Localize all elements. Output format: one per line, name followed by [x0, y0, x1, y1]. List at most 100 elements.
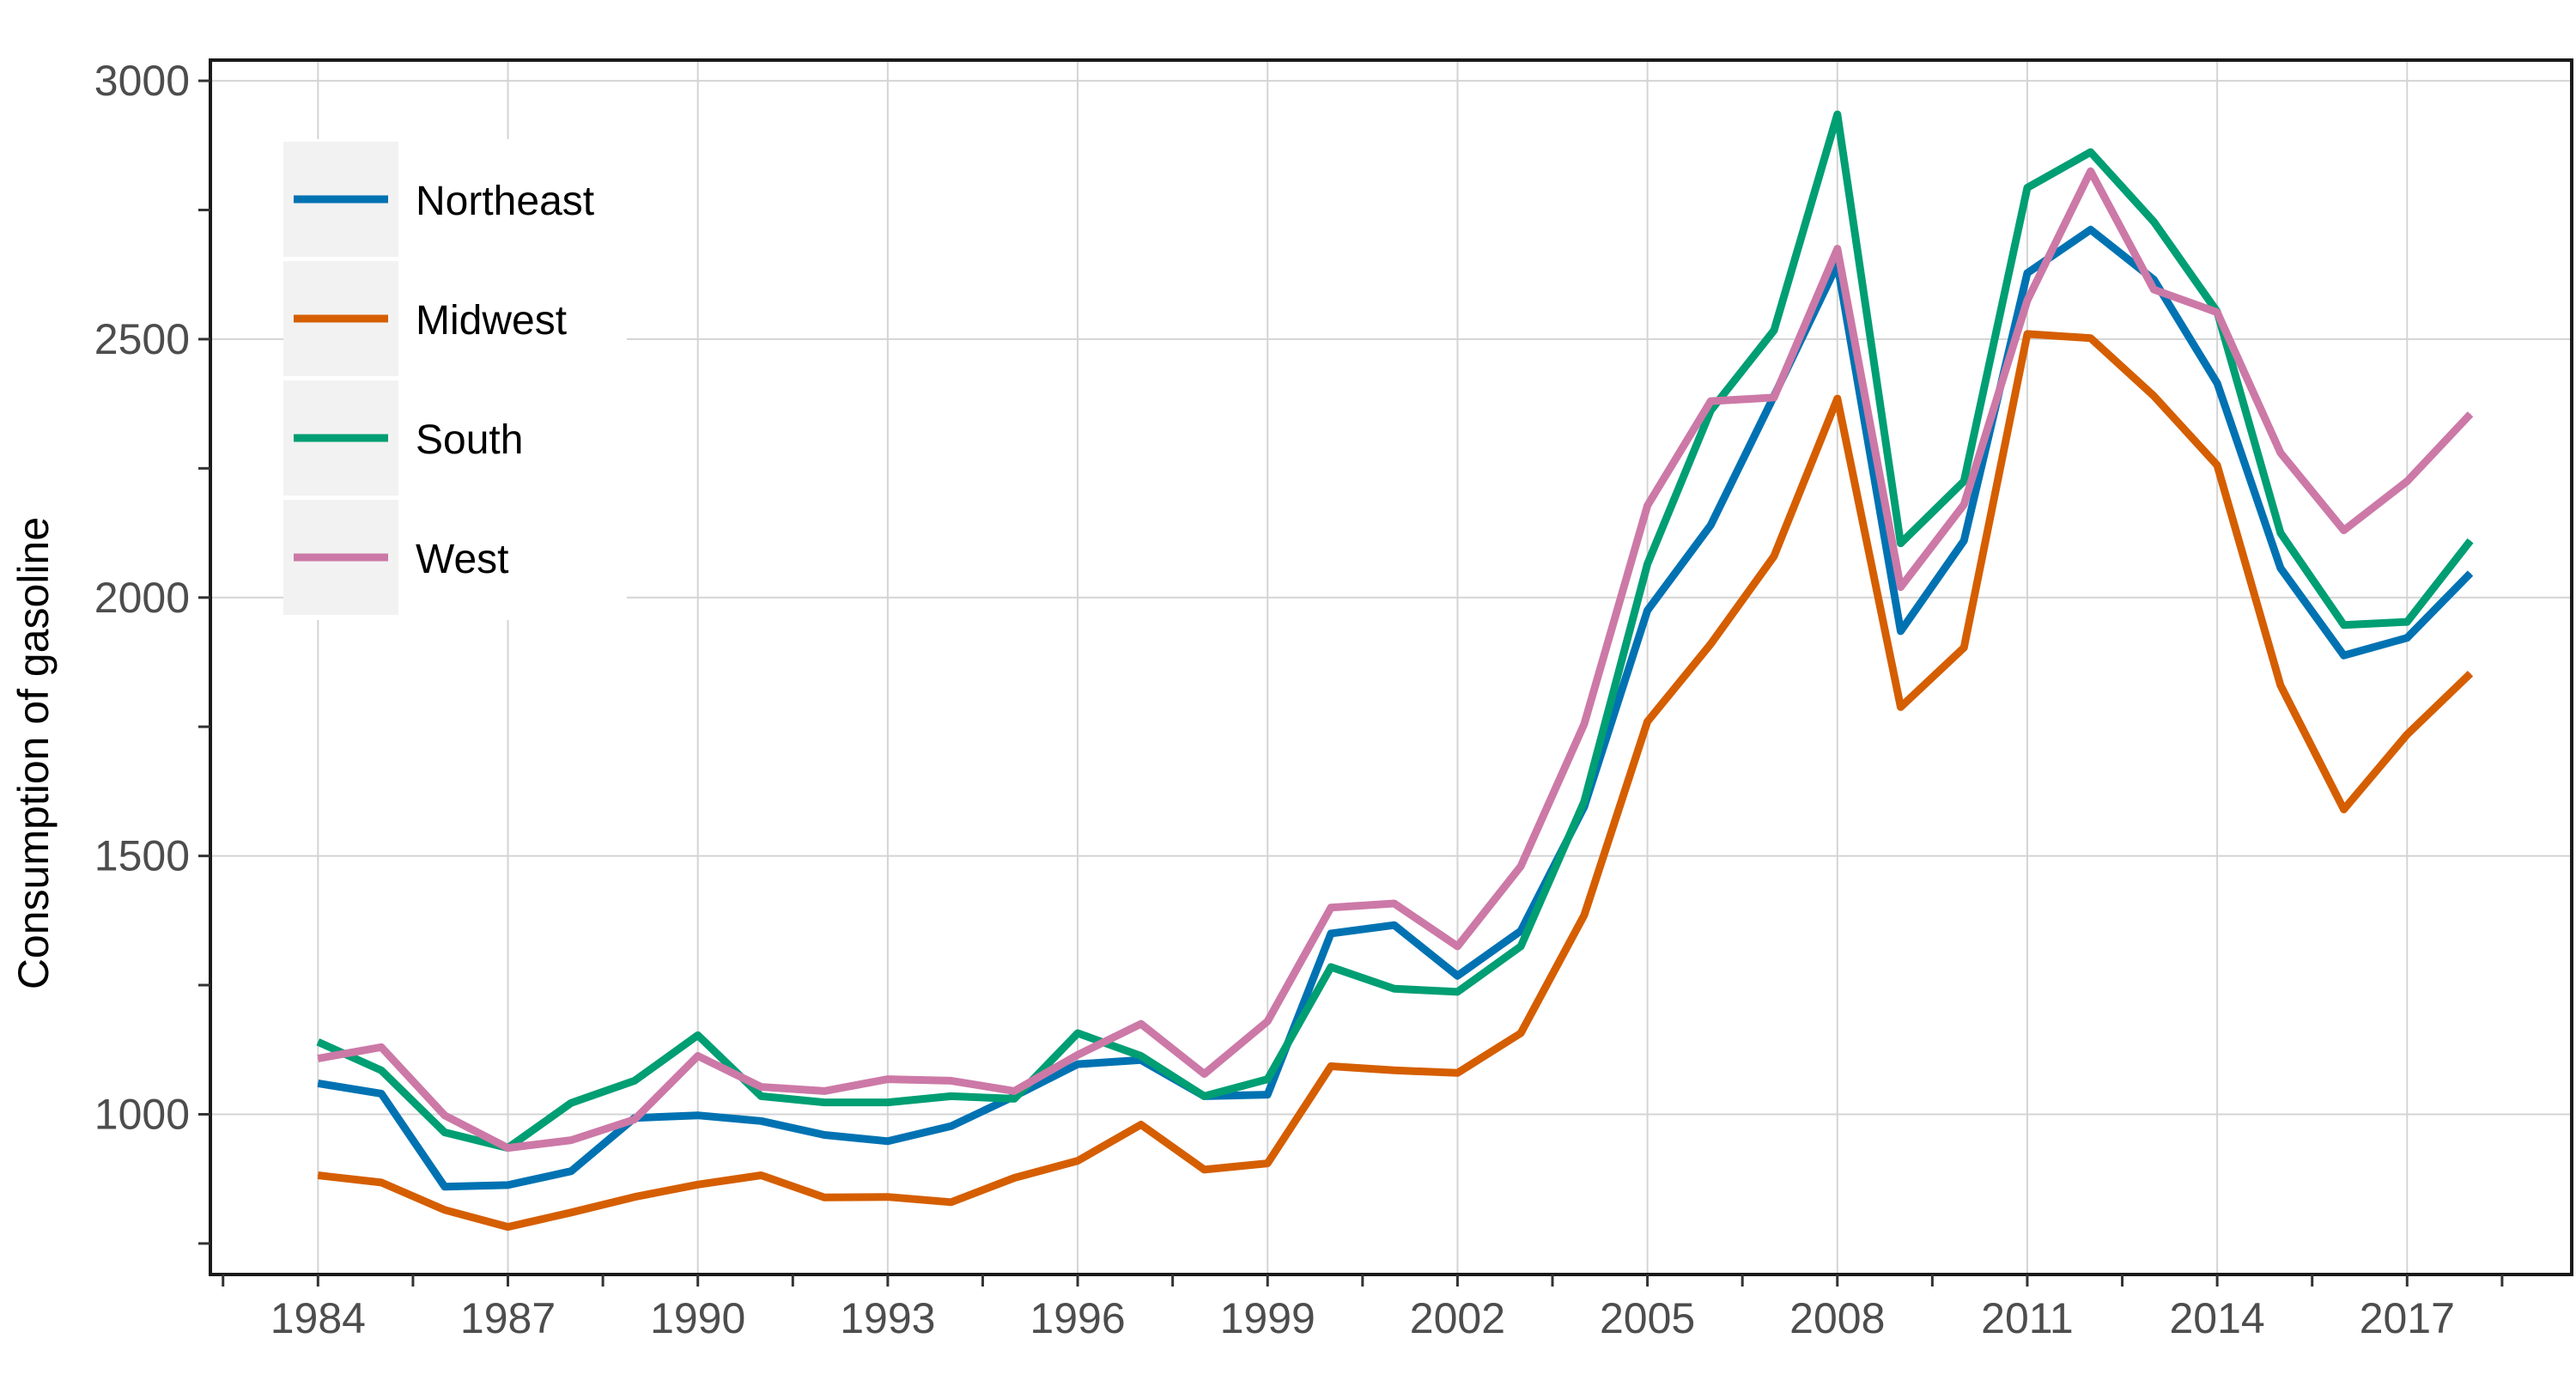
data-point — [1520, 930, 1522, 932]
x-tick-label: 1990 — [650, 1294, 745, 1342]
data-point — [1204, 1169, 1206, 1171]
data-point — [1520, 1032, 1522, 1034]
data-point — [2026, 300, 2028, 301]
data-point — [887, 1079, 889, 1080]
x-tick-label: 2008 — [1789, 1294, 1885, 1342]
y-tick-label: 3000 — [94, 57, 190, 105]
data-point — [444, 1115, 446, 1116]
data-point — [1330, 907, 1332, 909]
data-point — [570, 1102, 572, 1104]
data-point — [1899, 706, 1901, 708]
series-points-midwest — [317, 333, 2471, 1228]
legend-label: South — [416, 417, 523, 463]
data-point — [2280, 684, 2281, 686]
data-point — [507, 1147, 509, 1149]
data-point — [1013, 1090, 1015, 1092]
data-point — [2470, 540, 2471, 542]
data-point — [887, 1102, 889, 1104]
data-point — [634, 1196, 635, 1198]
data-point — [1837, 113, 1838, 115]
data-point — [697, 1115, 699, 1116]
data-point — [2026, 187, 2028, 189]
x-tick-label: 2014 — [2170, 1294, 2265, 1342]
data-point — [823, 1090, 825, 1092]
data-point — [1899, 630, 1901, 632]
data-point — [1456, 991, 1458, 993]
legend-label: Midwest — [416, 298, 567, 344]
data-point — [1267, 1079, 1268, 1080]
data-point — [570, 1140, 572, 1141]
data-point — [2343, 624, 2345, 626]
data-point — [1647, 505, 1649, 507]
data-point — [1773, 397, 1775, 398]
data-point — [2406, 733, 2408, 735]
data-point — [2343, 654, 2345, 656]
y-tick-label: 2000 — [94, 574, 190, 622]
data-point — [2090, 170, 2092, 172]
data-point — [2343, 808, 2345, 810]
data-point — [1710, 643, 1711, 645]
data-point — [2280, 567, 2281, 569]
y-tick-label: 1500 — [94, 832, 190, 880]
x-tick-label: 2002 — [1410, 1294, 1505, 1342]
data-point — [2090, 228, 2092, 230]
data-point — [760, 1120, 762, 1122]
data-point — [2406, 621, 2408, 623]
data-point — [697, 1183, 699, 1185]
data-point — [2470, 572, 2471, 574]
x-tick-label: 1987 — [460, 1294, 556, 1342]
data-point — [2026, 272, 2028, 274]
data-point — [1330, 966, 1332, 968]
data-point — [2026, 333, 2028, 335]
data-point — [823, 1102, 825, 1104]
data-point — [2406, 637, 2408, 639]
data-point — [1267, 1163, 1268, 1165]
data-point — [380, 1182, 382, 1183]
data-point — [2470, 672, 2471, 674]
data-point — [823, 1196, 825, 1198]
data-point — [1963, 503, 1965, 505]
data-point — [1330, 1066, 1332, 1068]
data-point — [2280, 532, 2281, 534]
data-point — [444, 1132, 446, 1134]
x-axis: 1984 1987 1990 1993 1996 1999 2002 2005 2008 2011… — [222, 1274, 2504, 1342]
data-point — [507, 1226, 509, 1228]
data-point — [697, 1034, 699, 1036]
data-point — [1773, 556, 1775, 557]
x-tick-label: 2011 — [1981, 1294, 2074, 1342]
data-point — [1456, 1072, 1458, 1074]
data-point — [1013, 1098, 1015, 1099]
data-point — [1710, 525, 1711, 526]
data-point — [444, 1186, 446, 1188]
data-point — [507, 1184, 509, 1186]
data-point — [1963, 540, 1965, 542]
data-point — [1710, 410, 1711, 411]
data-point — [1710, 400, 1711, 402]
legend-label: West — [416, 537, 508, 582]
data-point — [697, 1055, 699, 1056]
data-point — [2406, 480, 2408, 482]
y-axis-label: Consumption of gasoline — [9, 517, 58, 989]
data-point — [570, 1212, 572, 1214]
data-point — [1140, 1023, 1142, 1025]
x-tick-label: 2017 — [2360, 1294, 2455, 1342]
legend-label: Northeast — [416, 179, 594, 224]
data-point — [1140, 1124, 1142, 1126]
data-point — [760, 1095, 762, 1097]
x-tick-label: 1996 — [1030, 1294, 1125, 1342]
data-point — [380, 1092, 382, 1094]
data-point — [1013, 1177, 1015, 1178]
y-axis: 1000 1500 2000 2500 3000 — [94, 57, 210, 1245]
data-point — [1837, 398, 1838, 399]
x-tick-label: 2005 — [1600, 1294, 1695, 1342]
data-point — [1963, 480, 1965, 482]
legend: Northeast Midwest South West — [283, 139, 627, 620]
data-point — [2216, 312, 2218, 313]
data-point — [760, 1086, 762, 1088]
data-point — [444, 1209, 446, 1211]
series-points-west — [317, 170, 2471, 1149]
data-point — [1583, 723, 1585, 725]
data-point — [2470, 413, 2471, 415]
x-tick-label: 1999 — [1220, 1294, 1315, 1342]
data-point — [317, 1082, 319, 1084]
